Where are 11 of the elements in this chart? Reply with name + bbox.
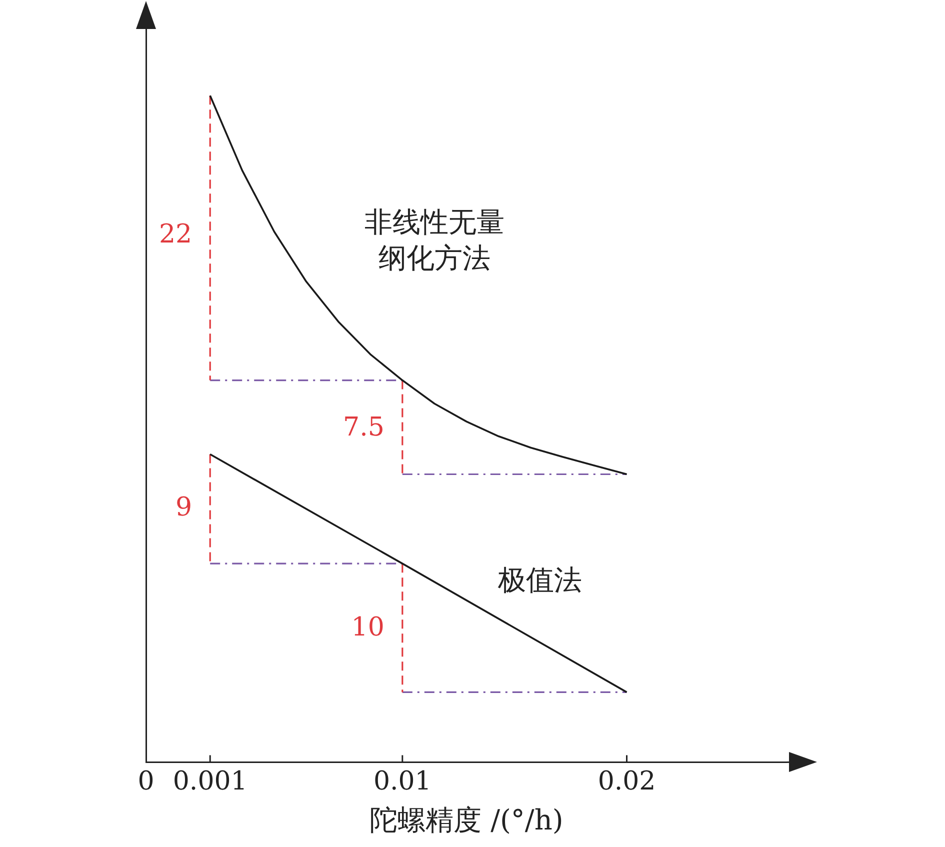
annotation: 7.5 <box>343 412 384 443</box>
series-label: 非线性无量纲化方法 <box>364 206 504 275</box>
annotation: 22 <box>159 219 192 250</box>
x-axis-title: 陀螺精度 /(°/h) <box>370 803 564 836</box>
x-tick-label: 0 <box>138 766 154 797</box>
series-label: 极值法 <box>497 564 582 597</box>
annotation: 10 <box>351 612 384 643</box>
x-tick-label: 0.001 <box>172 766 248 797</box>
x-tick-label: 0.02 <box>598 766 656 797</box>
x-tick-label: 0.01 <box>373 766 432 797</box>
annotation: 9 <box>176 492 192 523</box>
